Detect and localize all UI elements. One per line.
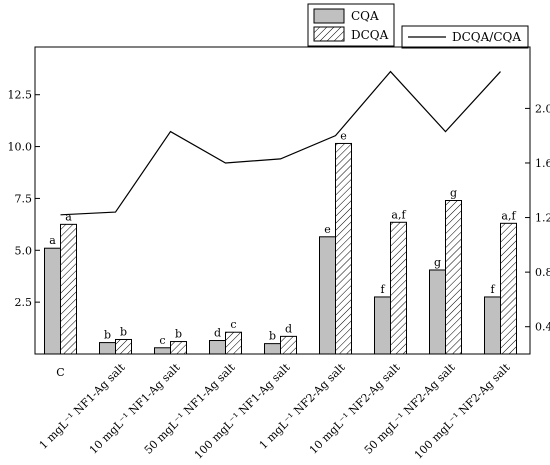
- bar-label-dcqa: b: [175, 328, 182, 341]
- legend-label-ratio: DCQA/CQA: [452, 30, 521, 44]
- legend-label-cqa: CQA: [351, 9, 379, 23]
- bar-dcqa: [500, 222, 517, 355]
- right-tick-label: 0.4: [535, 321, 550, 334]
- bar-label-dcqa: b: [120, 325, 127, 338]
- ratio-line: [60, 70, 501, 216]
- bar-label-cqa: d: [214, 327, 221, 340]
- right-tick-label: 1.6: [535, 157, 550, 170]
- bar-dcqa: [115, 338, 132, 355]
- bar-dcqa: [60, 223, 77, 355]
- right-tick-label: 0.8: [535, 266, 550, 279]
- bar-label-dcqa: a,f: [391, 208, 406, 221]
- bar-label-dcqa: g: [450, 187, 457, 200]
- bar-dcqa: [170, 341, 187, 355]
- x-tick-label: 10 mgL⁻¹ NF2-Ag salt: [307, 361, 403, 457]
- legend-bars: CQA DCQA: [307, 3, 395, 47]
- bars: [44, 142, 517, 355]
- bar-dcqa: [280, 335, 297, 355]
- left-tick-label: 5.0: [15, 244, 33, 257]
- x-tick-label: 100 mgL⁻¹ NF1-Ag salt: [192, 361, 293, 462]
- legend-line: DCQA/CQA: [401, 25, 529, 49]
- left-tick-label: 10.0: [8, 141, 33, 154]
- bar-label-dcqa: d: [285, 322, 292, 335]
- bar-dcqa: [335, 142, 352, 355]
- bar-label-dcqa: c: [230, 318, 236, 331]
- bar-label-cqa: b: [269, 330, 276, 343]
- left-tick-label: 7.5: [15, 192, 33, 205]
- bar-label-cqa: f: [490, 283, 495, 296]
- bar-label-dcqa: e: [340, 129, 347, 142]
- right-tick-label: 2.0: [535, 102, 550, 115]
- bar-cqa: [264, 343, 281, 355]
- bar-cqa: [99, 342, 116, 355]
- line-dcqa-cqa: [60, 70, 501, 216]
- x-tick-label: 50 mgL⁻¹ NF1-Ag salt: [142, 361, 238, 457]
- bar-label-cqa: g: [434, 256, 441, 269]
- left-tick-label: 2.5: [15, 296, 33, 309]
- bar-cqa: [374, 296, 391, 355]
- bar-cqa: [209, 340, 226, 355]
- bar-dcqa: [445, 200, 462, 355]
- legend-swatch-cqa: [313, 8, 345, 24]
- x-tick-label: C: [56, 366, 64, 379]
- bar-cqa: [429, 269, 446, 355]
- left-tick-label: 12.5: [8, 89, 33, 102]
- x-tick-label: 10 mgL⁻¹ NF1-Ag salt: [87, 361, 183, 457]
- bar-cqa: [319, 236, 336, 355]
- bar-label-cqa: a: [49, 234, 56, 247]
- legend-box-line: [401, 25, 529, 49]
- bar-label-dcqa: a: [65, 210, 72, 223]
- bar-label-cqa: c: [159, 334, 165, 347]
- left-axis: 2.5 5.0 7.5 10.0 12.5: [8, 89, 40, 309]
- x-tick-label: 50 mgL⁻¹ NF2-Ag salt: [362, 361, 458, 457]
- bar-cqa: [154, 347, 171, 355]
- legend-swatch-dcqa: [313, 26, 345, 42]
- bar-cqa: [44, 247, 61, 355]
- bar-dcqa: [390, 221, 407, 355]
- bar-dcqa: [225, 331, 242, 355]
- bar-label-cqa: b: [104, 329, 111, 342]
- bar-label-cqa: f: [380, 283, 385, 296]
- right-axis: 0.4 0.8 1.2 1.6 2.0: [525, 102, 550, 334]
- bar-label-dcqa: a,f: [501, 209, 516, 222]
- bar-cqa: [484, 296, 501, 355]
- legend-label-dcqa: DCQA: [351, 28, 389, 42]
- bar-label-cqa: e: [324, 223, 331, 236]
- x-tick-label: 100 mgL⁻¹ NF2-Ag salt: [412, 361, 513, 462]
- right-tick-label: 1.2: [535, 212, 550, 225]
